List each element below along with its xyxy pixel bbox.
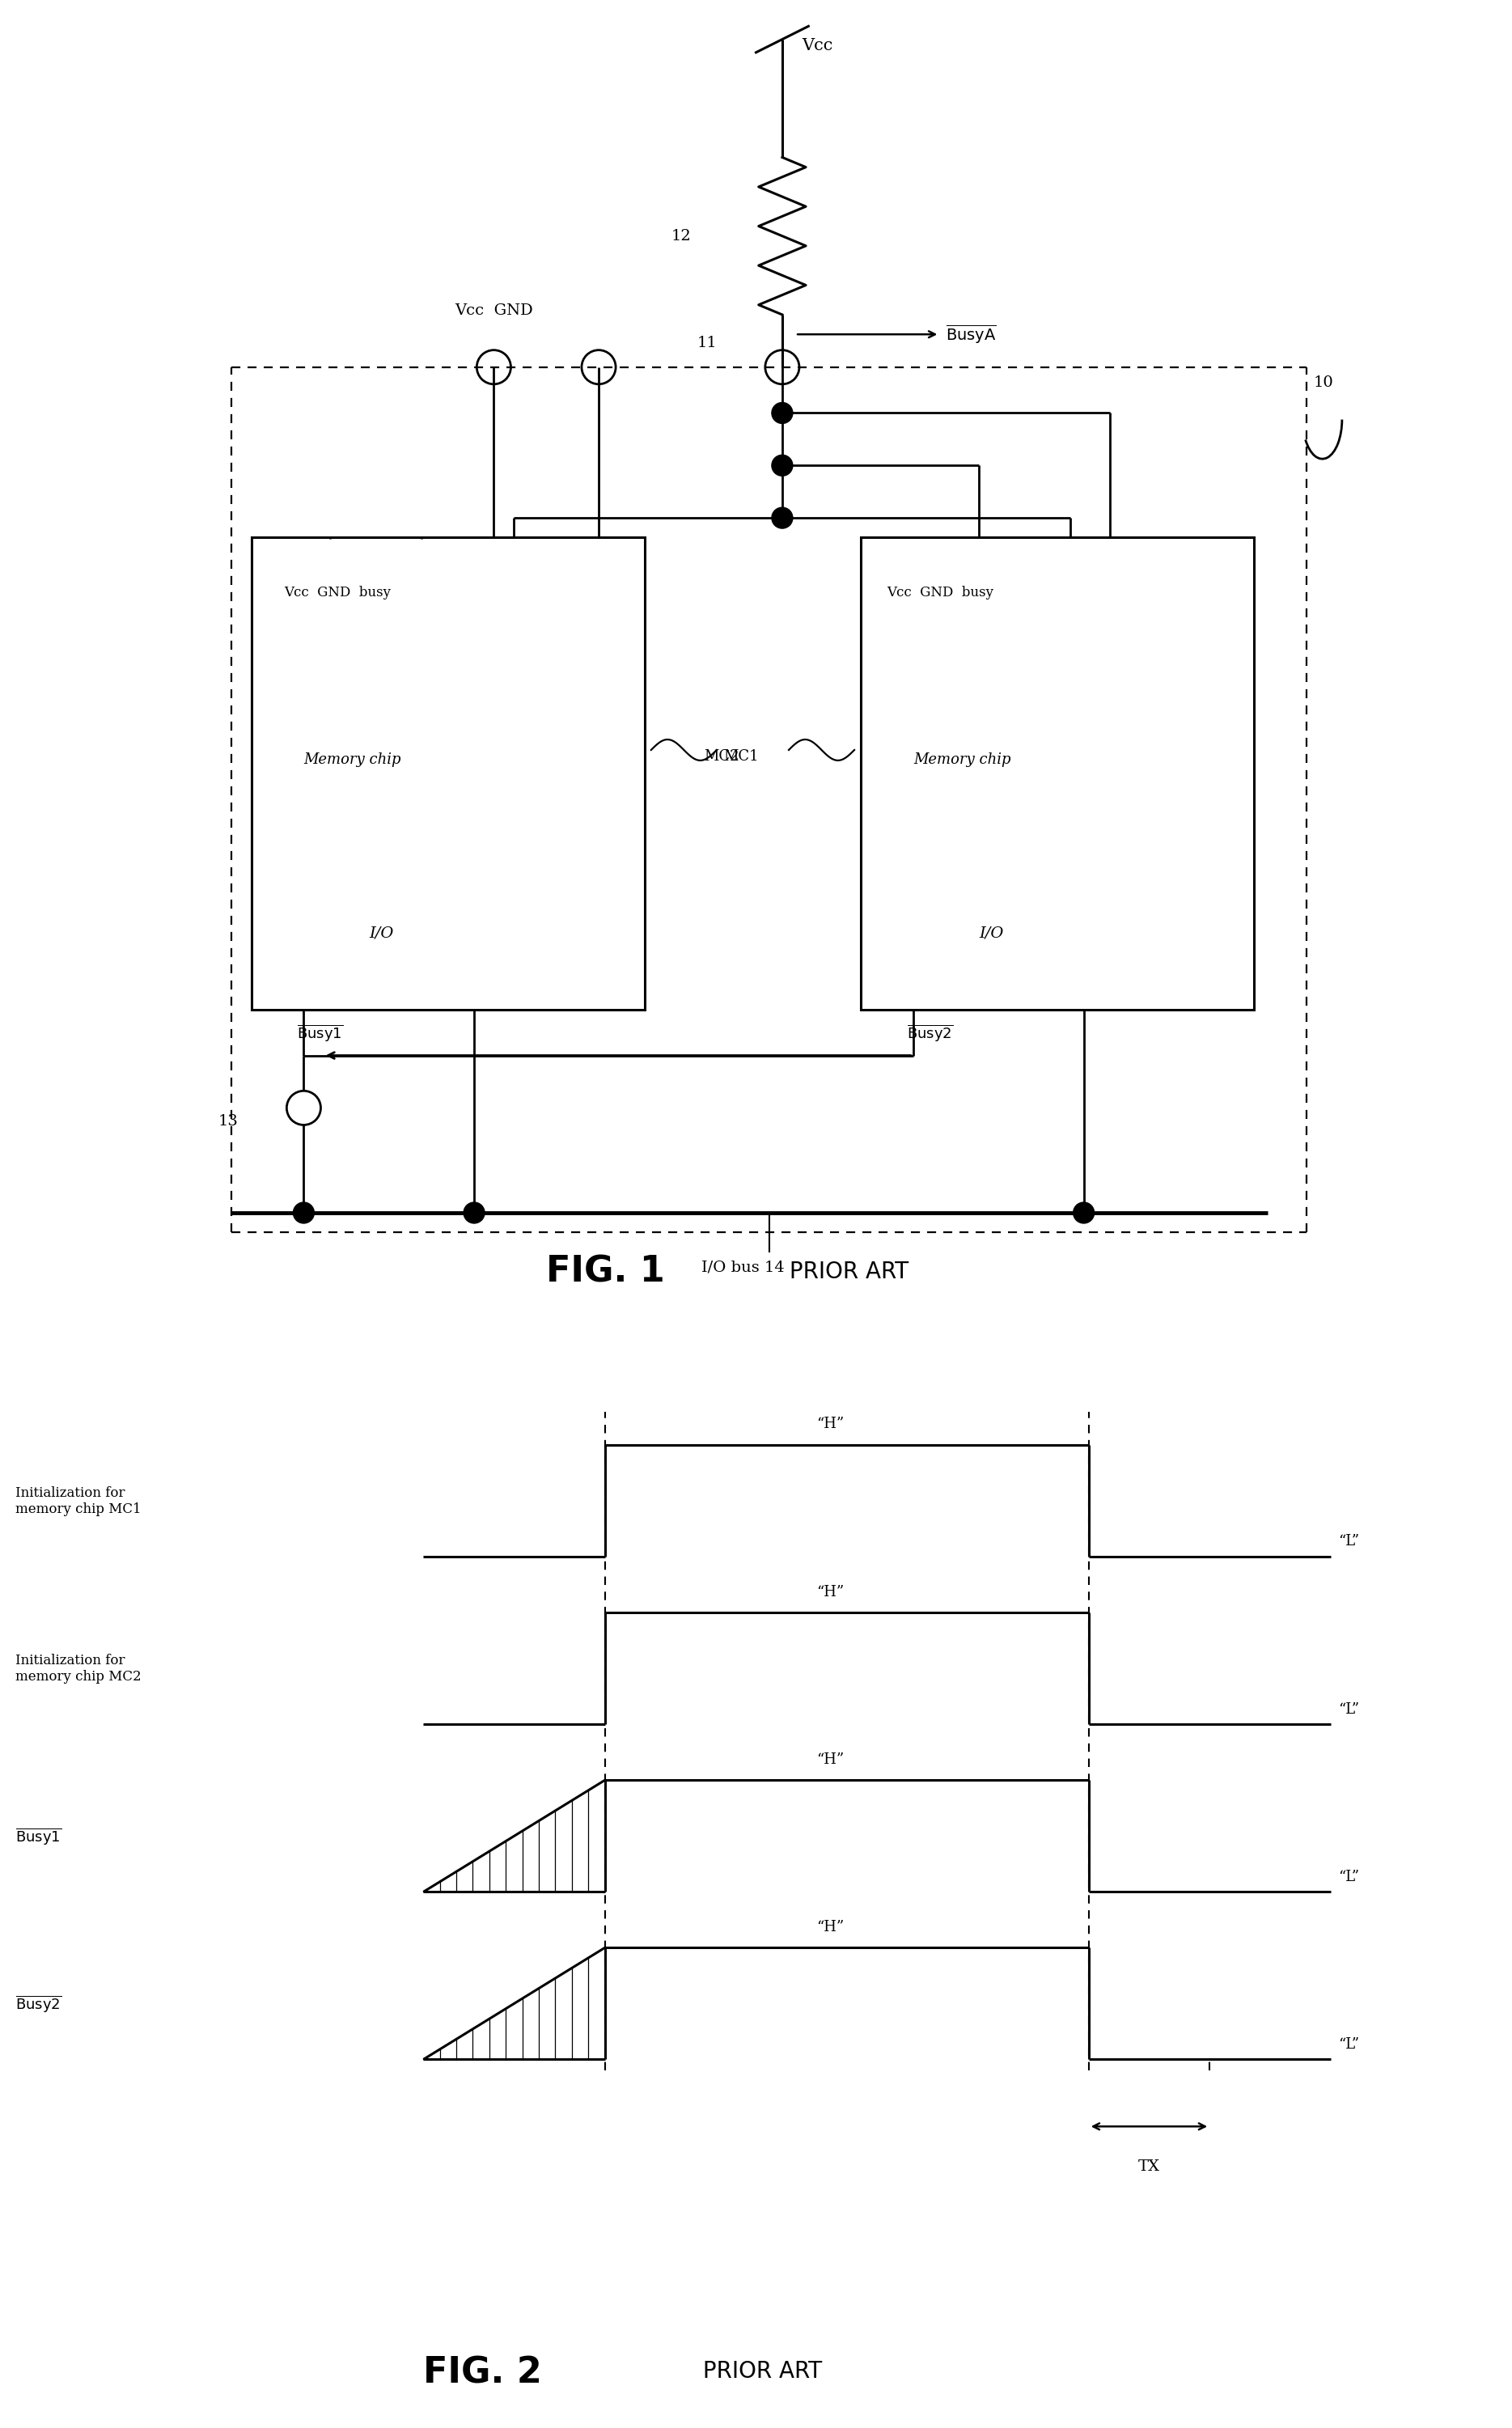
Circle shape (771, 507, 792, 529)
Text: MC2: MC2 (703, 750, 739, 765)
Text: “H”: “H” (816, 1753, 844, 1768)
Text: “L”: “L” (1338, 1702, 1359, 1717)
Text: I/O: I/O (978, 925, 1004, 940)
Text: “L”: “L” (1338, 1534, 1359, 1549)
Text: $\overline{\mathrm{Busy1}}$: $\overline{\mathrm{Busy1}}$ (15, 1826, 62, 1845)
Text: FIG. 2: FIG. 2 (423, 2355, 543, 2392)
Text: “L”: “L” (1338, 1870, 1359, 1884)
Text: $\overline{\mathrm{BusyA}}$: $\overline{\mathrm{BusyA}}$ (947, 323, 996, 345)
Circle shape (771, 403, 792, 422)
Text: $\overline{\mathrm{Busy2}}$: $\overline{\mathrm{Busy2}}$ (15, 1993, 62, 2013)
Text: $\overline{\mathrm{Busy2}}$: $\overline{\mathrm{Busy2}}$ (907, 1022, 953, 1042)
Text: Initialization for
memory chip MC1: Initialization for memory chip MC1 (15, 1486, 141, 1515)
Text: Vcc  GND: Vcc GND (455, 304, 532, 318)
Text: Memory chip: Memory chip (913, 753, 1012, 767)
Circle shape (293, 1202, 314, 1224)
Text: Memory chip: Memory chip (304, 753, 401, 767)
Text: 11: 11 (697, 335, 717, 350)
Text: 10: 10 (1314, 376, 1334, 391)
Text: “H”: “H” (816, 1418, 844, 1433)
Text: I/O bus 14: I/O bus 14 (702, 1260, 785, 1275)
Text: Vcc: Vcc (801, 39, 833, 53)
Text: TX: TX (1139, 2161, 1160, 2175)
Text: PRIOR ART: PRIOR ART (696, 2360, 823, 2382)
Text: 12: 12 (671, 228, 691, 243)
Text: $\overline{\mathrm{Busy1}}$: $\overline{\mathrm{Busy1}}$ (298, 1022, 343, 1042)
Text: FIG. 1: FIG. 1 (546, 1255, 665, 1289)
Text: “L”: “L” (1338, 2037, 1359, 2052)
Text: “H”: “H” (816, 1921, 844, 1935)
Text: I/O: I/O (369, 925, 393, 940)
Text: PRIOR ART: PRIOR ART (782, 1260, 909, 1282)
Text: Vcc  GND  busy: Vcc GND busy (888, 585, 993, 600)
Text: MC1: MC1 (723, 750, 759, 765)
Circle shape (771, 454, 792, 476)
Text: Vcc  GND  busy: Vcc GND busy (284, 585, 390, 600)
Bar (860, 537, 1253, 1010)
Text: “H”: “H” (816, 1585, 844, 1600)
Circle shape (464, 1202, 485, 1224)
Bar (251, 537, 644, 1010)
Circle shape (1074, 1202, 1095, 1224)
Text: Initialization for
memory chip MC2: Initialization for memory chip MC2 (15, 1653, 141, 1683)
Text: 13: 13 (219, 1114, 239, 1129)
